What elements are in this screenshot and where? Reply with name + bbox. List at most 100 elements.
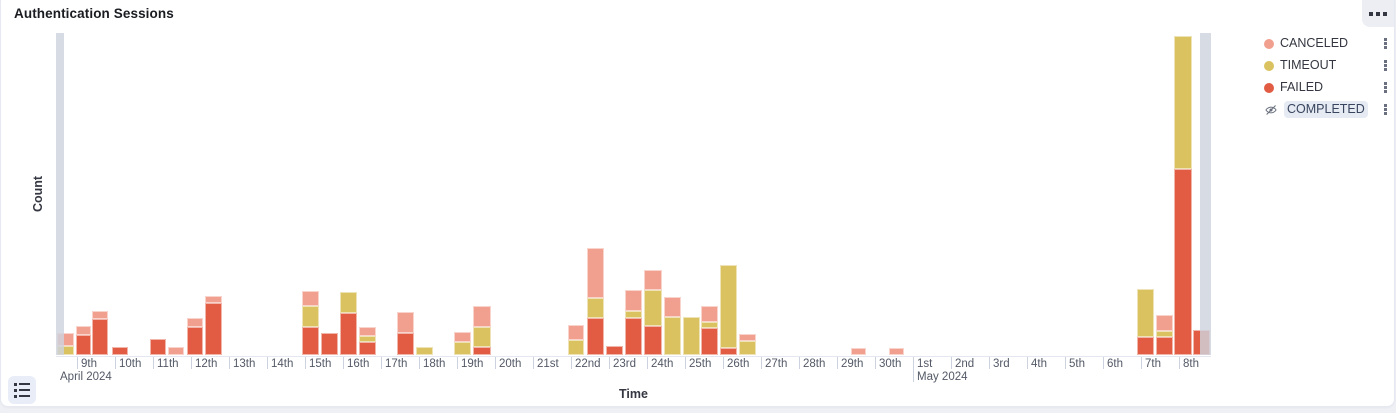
- bar-segment-timeout[interactable]: [568, 340, 584, 355]
- x-axis-line: [56, 356, 1211, 357]
- bar-segment-failed[interactable]: [1156, 337, 1173, 355]
- bar-segment-failed[interactable]: [359, 342, 376, 355]
- bar-segment-canceled[interactable]: [1156, 315, 1173, 331]
- x-axis-tick: [761, 357, 762, 369]
- bar-segment-canceled[interactable]: [168, 347, 184, 355]
- bar-segment-canceled[interactable]: [739, 334, 756, 341]
- bar-segment-failed[interactable]: [205, 303, 222, 355]
- x-axis-tick: [457, 357, 458, 369]
- bar-segment-canceled[interactable]: [205, 296, 222, 303]
- bar-segment-failed[interactable]: [473, 347, 491, 355]
- bar-segment-canceled[interactable]: [664, 297, 681, 317]
- bar-segment-failed[interactable]: [187, 327, 203, 355]
- x-axis-tick: [153, 357, 154, 369]
- x-axis-tick-label: 13th: [233, 358, 256, 370]
- bar-segment-failed[interactable]: [701, 328, 718, 355]
- legend-actions-icon[interactable]: [1383, 37, 1388, 50]
- bar-segment-timeout[interactable]: [416, 347, 433, 355]
- bar-segment-failed[interactable]: [720, 348, 737, 355]
- legend-item-failed[interactable]: FAILED: [1264, 80, 1388, 95]
- legend-actions-icon[interactable]: [1383, 81, 1388, 94]
- bar-segment-timeout[interactable]: [454, 342, 471, 355]
- bar-segment-timeout[interactable]: [664, 317, 681, 355]
- x-axis-tick: [799, 357, 800, 369]
- x-axis-tick: [989, 357, 990, 369]
- bar-segment-failed[interactable]: [92, 319, 108, 355]
- bar-segment-failed[interactable]: [1137, 337, 1154, 355]
- bar-segment-timeout[interactable]: [625, 311, 642, 318]
- x-axis-tick: [381, 357, 382, 369]
- bar-segment-timeout[interactable]: [473, 327, 491, 347]
- bar-segment-failed[interactable]: [340, 313, 357, 355]
- x-axis-month-label: May 2024: [917, 371, 968, 383]
- x-axis-tick: [305, 357, 306, 369]
- x-axis-tick-label: 15th: [309, 358, 332, 370]
- x-axis-tick-label: 19th: [461, 358, 484, 370]
- legend-toggle-button[interactable]: [8, 376, 36, 404]
- bar-segment-timeout[interactable]: [359, 336, 376, 342]
- bar-segment-failed[interactable]: [302, 327, 319, 355]
- legend-actions-icon[interactable]: [1383, 103, 1388, 116]
- bar-segment-failed[interactable]: [397, 333, 414, 355]
- bar-segment-canceled[interactable]: [889, 348, 904, 355]
- bar-segment-failed[interactable]: [150, 339, 166, 355]
- x-axis-tick-label: 11th: [157, 358, 179, 370]
- bar-segment-canceled[interactable]: [92, 311, 108, 319]
- bar-segment-failed[interactable]: [606, 346, 623, 355]
- bar-segment-failed[interactable]: [625, 318, 642, 355]
- panel-options-button[interactable]: [1362, 0, 1394, 27]
- bar-segment-canceled[interactable]: [473, 306, 491, 327]
- x-axis-tick-label: 3rd: [993, 358, 1010, 370]
- x-axis-tick-label: 26th: [727, 358, 750, 370]
- bar-segment-timeout[interactable]: [1137, 289, 1154, 337]
- x-axis-tick: [1027, 357, 1028, 369]
- x-axis-tick: [495, 357, 496, 369]
- x-axis-tick-label: 22nd: [575, 358, 601, 370]
- legend-item-timeout[interactable]: TIMEOUT: [1264, 58, 1388, 73]
- bar-segment-failed[interactable]: [644, 326, 662, 355]
- bar-segment-timeout[interactable]: [644, 290, 662, 326]
- bar-segment-canceled[interactable]: [851, 348, 866, 355]
- bar-segment-timeout[interactable]: [683, 317, 700, 355]
- bar-segment-canceled[interactable]: [454, 332, 471, 342]
- x-axis-tick-label: 20th: [499, 358, 522, 370]
- bar-segment-canceled[interactable]: [587, 248, 604, 298]
- legend-item-completed[interactable]: COMPLETED: [1264, 101, 1388, 118]
- bar-segment-failed[interactable]: [587, 318, 604, 355]
- x-axis-tick-label: 29th: [841, 358, 864, 370]
- partial-bucket-bar: [1200, 33, 1211, 355]
- bar-segment-timeout[interactable]: [701, 322, 718, 328]
- legend-label: CANCELED: [1280, 36, 1349, 50]
- bar-segment-failed[interactable]: [321, 333, 338, 355]
- bar-segment-failed[interactable]: [112, 347, 128, 355]
- boxes-horizontal-icon: [1369, 11, 1373, 16]
- bar-segment-canceled[interactable]: [359, 327, 376, 336]
- bar-segment-canceled[interactable]: [302, 291, 319, 306]
- x-axis-tick-label: 14th: [271, 358, 294, 370]
- legend-actions-icon[interactable]: [1383, 59, 1388, 72]
- bar-segment-timeout[interactable]: [340, 292, 357, 313]
- x-axis-tick-label: 4th: [1031, 358, 1047, 370]
- bar-segment-timeout[interactable]: [1174, 36, 1192, 169]
- bar-segment-canceled[interactable]: [701, 306, 718, 322]
- x-axis-tick: [723, 357, 724, 369]
- bar-segment-canceled[interactable]: [644, 270, 662, 290]
- bar-segment-timeout[interactable]: [720, 265, 737, 348]
- bar-segment-timeout[interactable]: [587, 298, 604, 318]
- x-axis-tick: [647, 357, 648, 369]
- legend-label: FAILED: [1280, 80, 1324, 94]
- bar-segment-canceled[interactable]: [187, 318, 203, 327]
- bar-segment-failed[interactable]: [1174, 169, 1192, 355]
- bar-segment-canceled[interactable]: [568, 325, 584, 340]
- bar-segment-canceled[interactable]: [76, 326, 91, 335]
- legend-item-canceled[interactable]: CANCELED: [1264, 36, 1388, 51]
- x-axis-tick-label: 23rd: [613, 358, 637, 370]
- bar-segment-failed[interactable]: [76, 335, 91, 355]
- bar-segment-canceled[interactable]: [397, 312, 414, 333]
- x-axis-tick: [77, 357, 78, 369]
- bar-segment-timeout[interactable]: [302, 306, 319, 327]
- bar-segment-timeout[interactable]: [1156, 331, 1173, 337]
- bar-segment-timeout[interactable]: [739, 341, 756, 355]
- bar-segment-canceled[interactable]: [625, 290, 642, 311]
